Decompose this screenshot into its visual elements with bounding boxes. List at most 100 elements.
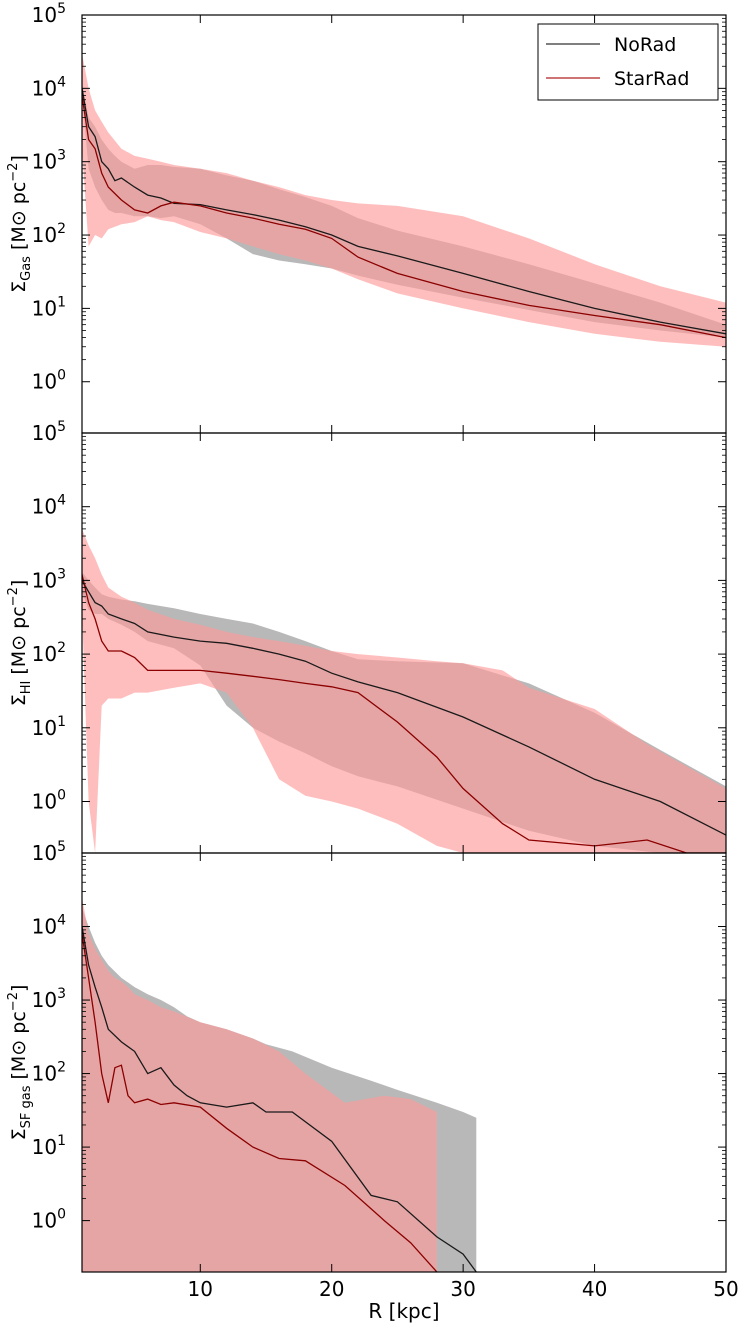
ylabel-symbol: Σ (8, 1128, 30, 1140)
y-tick-base: 10 (32, 296, 57, 320)
x-tick-label: 20 (319, 1277, 344, 1301)
y-tick-label: 105 (32, 839, 66, 865)
ylabel-symbol: Σ (8, 694, 30, 706)
y-tick-exponent: 4 (57, 74, 66, 90)
y-tick-label: 100 (32, 368, 66, 394)
y-tick-label: 102 (32, 1060, 66, 1086)
y-tick-exponent: 3 (57, 566, 66, 582)
ylabel-exponent: −2 (6, 992, 21, 1011)
legend: NoRad StarRad (537, 23, 719, 101)
plot-area-1 (82, 53, 726, 347)
x-tick-label: 50 (713, 1277, 738, 1301)
legend-box (537, 23, 719, 101)
y-tick-exponent: 1 (57, 1133, 66, 1149)
band-starrad-2 (82, 528, 726, 853)
y-tick-exponent: 3 (57, 986, 66, 1002)
y-tick-exponent: 4 (57, 913, 66, 929)
plot-area-2 (82, 528, 726, 853)
ylabel-unit-tail: pc (8, 606, 30, 635)
line-starrad-2 (82, 574, 726, 853)
y-tick-label: 103 (32, 566, 66, 592)
ylabel-units: [M (8, 651, 30, 681)
ylabel-units: [M (8, 226, 30, 256)
y-tick-base: 10 (32, 642, 57, 666)
y-tick-exponent: 5 (57, 839, 66, 855)
ylabel-sun-symbol: ⊙ (8, 1040, 30, 1056)
y-tick-label: 104 (32, 74, 66, 100)
y-axis-label-3: ΣSF gas [M⊙ pc−2] (6, 985, 34, 1141)
y-tick-exponent: 0 (57, 1207, 66, 1223)
y-tick-base: 10 (32, 915, 57, 939)
band-starrad-1 (82, 53, 726, 347)
y-tick-label: 102 (32, 221, 66, 247)
y-tick-base: 10 (32, 716, 57, 740)
y-tick-base: 10 (32, 568, 57, 592)
plot-area-3 (82, 897, 477, 1272)
legend-label-norad: NoRad (614, 34, 676, 56)
line-starrad-3 (82, 933, 438, 1272)
y-tick-label: 104 (32, 493, 66, 519)
y-tick-label: 101 (32, 714, 66, 740)
band-starrad-3 (82, 897, 437, 1272)
x-axis-label: R [kpc] (368, 1299, 439, 1323)
y-tick-exponent: 4 (57, 493, 66, 509)
y-tick-base: 10 (32, 150, 57, 174)
x-tick-label: 30 (450, 1277, 475, 1301)
y-tick-base: 10 (32, 76, 57, 100)
y-tick-label: 103 (32, 148, 66, 174)
line-norad-1 (82, 88, 726, 335)
ylabel-sun-symbol: ⊙ (8, 210, 30, 226)
y-axis-label-1: ΣGas [M⊙ pc−2] (6, 155, 34, 293)
ylabel-unit-tail: pc (8, 182, 30, 211)
axes-frame-3 (81, 852, 727, 1273)
ylabel-subscript: Gas (19, 256, 34, 281)
line-norad-3 (82, 926, 477, 1272)
ylabel-close: ] (8, 155, 30, 162)
legend-label-starrad: StarRad (614, 68, 689, 90)
ylabel-sun-symbol: ⊙ (8, 635, 30, 651)
y-tick-base: 10 (32, 370, 57, 394)
y-tick-base: 10 (32, 3, 57, 27)
ylabel-symbol: Σ (8, 281, 30, 293)
y-tick-label: 101 (32, 294, 66, 320)
y-tick-exponent: 3 (57, 148, 66, 164)
y-tick-label: 100 (32, 1207, 66, 1233)
y-tick-exponent: 1 (57, 294, 66, 310)
y-tick-base: 10 (32, 495, 57, 519)
y-tick-exponent: 5 (57, 419, 66, 435)
y-tick-exponent: 2 (57, 221, 66, 237)
ylabel-subscript: SF gas (19, 1085, 34, 1128)
y-tick-label: 105 (32, 1, 66, 27)
y-tick-base: 10 (32, 1135, 57, 1159)
line-starrad-1 (82, 95, 726, 339)
ylabel-exponent: −2 (6, 587, 21, 606)
ylabel-close: ] (8, 580, 30, 587)
ylabel-subscript: HI (19, 681, 34, 695)
y-tick-base: 10 (32, 988, 57, 1012)
y-tick-base: 10 (32, 841, 57, 865)
y-tick-exponent: 0 (57, 787, 66, 803)
y-tick-base: 10 (32, 421, 57, 445)
y-tick-base: 10 (32, 223, 57, 247)
y-tick-label: 103 (32, 986, 66, 1012)
ylabel-exponent: −2 (6, 163, 21, 182)
y-tick-exponent: 2 (57, 1060, 66, 1076)
x-tick-label: 10 (188, 1277, 213, 1301)
y-axis-label-2: ΣHI [M⊙ pc−2] (6, 580, 34, 707)
y-tick-label: 105 (32, 419, 66, 445)
y-tick-label: 101 (32, 1133, 66, 1159)
x-tick-label: 40 (582, 1277, 607, 1301)
y-tick-base: 10 (32, 1062, 57, 1086)
y-tick-label: 100 (32, 787, 66, 813)
y-tick-exponent: 5 (57, 1, 66, 17)
y-tick-exponent: 1 (57, 714, 66, 730)
line-norad-2 (82, 580, 726, 836)
y-tick-label: 102 (32, 640, 66, 666)
ylabel-unit-tail: pc (8, 1011, 30, 1040)
ylabel-close: ] (8, 985, 30, 992)
